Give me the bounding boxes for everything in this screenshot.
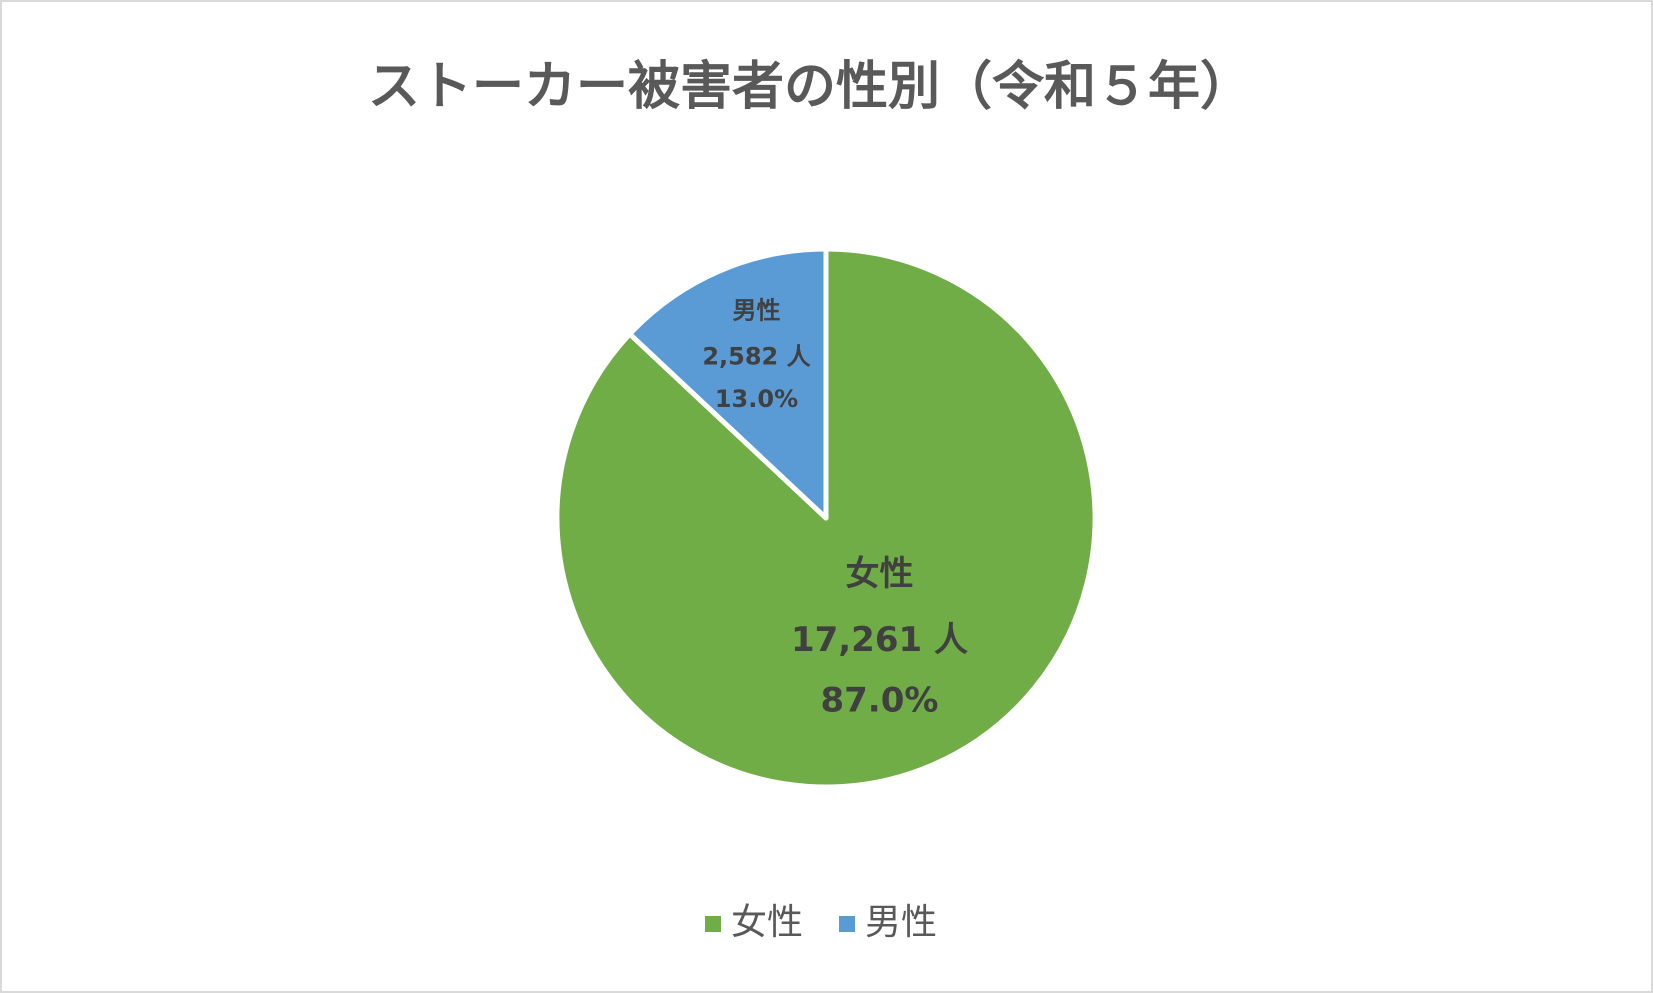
data-label-value: 2,582 人: [702, 343, 810, 371]
data-label-percent: 87.0%: [820, 681, 938, 721]
legend-swatch: [839, 916, 856, 932]
data-label-value: 17,261 人: [791, 620, 968, 660]
data-label-category: 男性: [732, 297, 780, 325]
chart-title: ストーカー被害者の性別（令和５年）: [368, 57, 1252, 117]
data-label-category: 女性: [845, 554, 913, 594]
legend-label: 女性: [731, 902, 803, 943]
data-label-percent: 13.0%: [715, 385, 798, 413]
legend-swatch: [705, 916, 721, 932]
pie-slice: [627, 246, 829, 521]
legend-label: 男性: [865, 902, 937, 943]
